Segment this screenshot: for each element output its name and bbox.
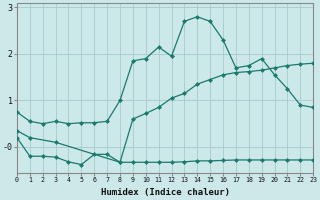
X-axis label: Humidex (Indice chaleur): Humidex (Indice chaleur) [100,188,229,197]
